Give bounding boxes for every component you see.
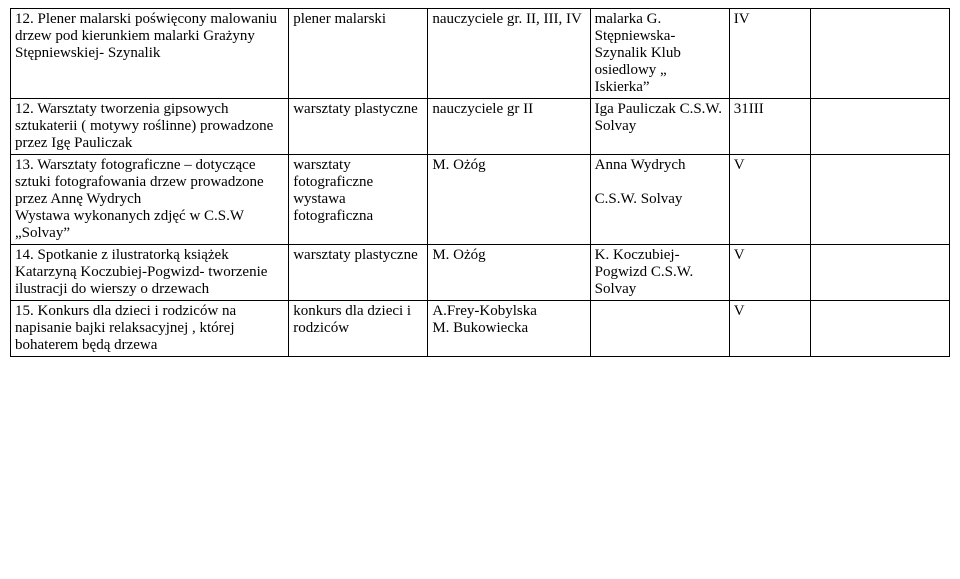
table-cell: Anna WydrychC.S.W. Solvay bbox=[590, 155, 729, 245]
table-cell: 31III bbox=[729, 99, 810, 155]
table-cell: warsztaty fotograficzne wystawa fotograf… bbox=[289, 155, 428, 245]
table-cell: IV bbox=[729, 9, 810, 99]
table-cell: plener malarski bbox=[289, 9, 428, 99]
table-row: 14. Spotkanie z ilustratorką książek Kat… bbox=[11, 245, 950, 301]
table-cell: 14. Spotkanie z ilustratorką książek Kat… bbox=[11, 245, 289, 301]
table-cell: M. Ożóg bbox=[428, 245, 590, 301]
table-cell: warsztaty plastyczne bbox=[289, 245, 428, 301]
table-cell: malarka G. Stępniewska-Szynalik Klub osi… bbox=[590, 9, 729, 99]
table-cell: V bbox=[729, 155, 810, 245]
table-cell bbox=[810, 99, 949, 155]
table-row: 15. Konkurs dla dzieci i rodziców na nap… bbox=[11, 301, 950, 357]
table-cell bbox=[810, 301, 949, 357]
table-row: 13. Warsztaty fotograficzne – dotyczące … bbox=[11, 155, 950, 245]
table-row: 12. Plener malarski poświęcony malowaniu… bbox=[11, 9, 950, 99]
table-cell bbox=[810, 155, 949, 245]
table-cell bbox=[810, 245, 949, 301]
table-cell: 15. Konkurs dla dzieci i rodziców na nap… bbox=[11, 301, 289, 357]
table-cell bbox=[810, 9, 949, 99]
document-table: 12. Plener malarski poświęcony malowaniu… bbox=[10, 8, 950, 357]
table-row: 12. Warsztaty tworzenia gipsowych sztuka… bbox=[11, 99, 950, 155]
table-cell: 12. Plener malarski poświęcony malowaniu… bbox=[11, 9, 289, 99]
table-cell: konkurs dla dzieci i rodziców bbox=[289, 301, 428, 357]
table-cell: V bbox=[729, 245, 810, 301]
table-cell: 12. Warsztaty tworzenia gipsowych sztuka… bbox=[11, 99, 289, 155]
table-cell: A.Frey-KobylskaM. Bukowiecka bbox=[428, 301, 590, 357]
table-cell: K. Koczubiej-Pogwizd C.S.W. Solvay bbox=[590, 245, 729, 301]
table-cell: 13. Warsztaty fotograficzne – dotyczące … bbox=[11, 155, 289, 245]
table-cell: Iga Pauliczak C.S.W. Solvay bbox=[590, 99, 729, 155]
table-cell: nauczyciele gr. II, III, IV bbox=[428, 9, 590, 99]
table-cell: M. Ożóg bbox=[428, 155, 590, 245]
table-cell: nauczyciele gr II bbox=[428, 99, 590, 155]
table-cell: V bbox=[729, 301, 810, 357]
table-cell bbox=[590, 301, 729, 357]
table-cell: warsztaty plastyczne bbox=[289, 99, 428, 155]
